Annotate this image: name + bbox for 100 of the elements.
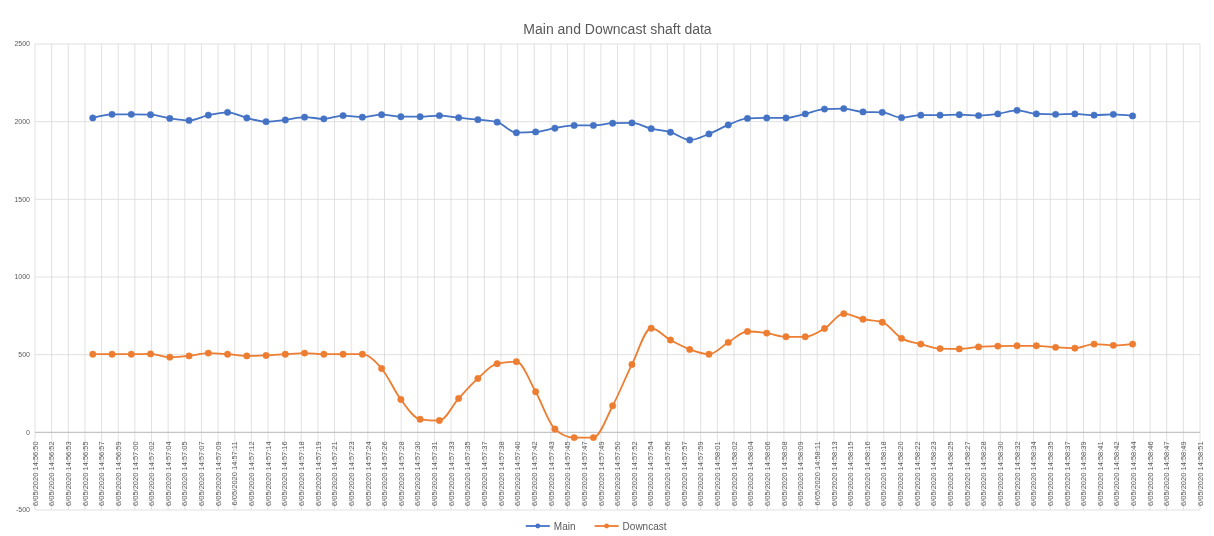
point [262,351,270,359]
point [416,415,424,423]
point [204,111,212,119]
point [667,336,674,344]
point [224,108,232,116]
point [185,116,193,124]
point [397,113,405,121]
point [455,114,463,122]
point [821,105,828,113]
point [1090,111,1098,119]
point [378,365,386,372]
point [339,112,347,120]
point [589,434,597,442]
point [994,110,1002,118]
point [551,425,559,433]
point [435,112,443,120]
point [647,125,655,133]
point [898,334,905,342]
point [551,124,559,132]
point [801,333,809,341]
point [147,350,154,358]
point [1109,110,1117,118]
point [127,110,135,118]
point [532,128,540,136]
point [859,315,867,323]
point [878,108,886,116]
point [994,342,1002,350]
point [917,111,925,119]
point [147,111,154,119]
point [1129,112,1137,120]
point [609,402,617,410]
point [840,105,848,113]
point [512,129,520,137]
point [243,114,251,122]
point [89,114,97,122]
point [108,110,116,118]
point [1071,110,1079,118]
point [898,114,905,122]
point [840,310,848,318]
point [320,115,328,123]
point [185,352,193,360]
point [281,116,289,124]
point [320,350,328,358]
legend-label: Main [553,520,576,532]
point [859,108,867,116]
point [1013,342,1021,350]
point [570,434,578,442]
point [108,350,116,358]
point [1032,110,1040,118]
point [493,118,501,126]
point [705,130,713,138]
point [763,114,771,122]
point [878,318,886,326]
point [1032,342,1040,350]
point [821,325,828,333]
point [955,345,963,353]
point [378,111,386,119]
point [801,110,809,118]
point [705,350,713,358]
point [339,350,347,358]
point [455,395,463,402]
point [204,349,212,357]
point [782,114,790,122]
point [1052,110,1060,118]
point [127,350,135,358]
point [416,113,424,121]
point [1052,343,1060,351]
point [975,343,982,351]
point [358,113,366,121]
point [686,136,694,144]
point [609,119,617,127]
point [1090,340,1098,348]
point [589,121,597,129]
point [975,112,982,120]
point [667,128,674,136]
point [166,114,174,122]
point [474,116,482,124]
point [397,396,405,404]
point [474,374,482,382]
point [724,121,732,129]
point [224,350,232,358]
point [243,352,251,360]
legend-label: Downcast [622,520,667,532]
point [1109,341,1117,349]
point [1071,344,1079,352]
point [917,340,925,348]
chart-title: Main and Downcast shaft data [523,21,712,37]
point [1013,106,1021,114]
point [686,345,694,353]
point [301,113,309,121]
point [628,119,636,127]
point [936,111,944,119]
point [744,114,751,122]
point [763,329,771,337]
point [647,324,655,332]
point [936,345,944,353]
point [724,338,732,346]
point [782,333,790,341]
point [435,417,443,424]
point [89,350,97,358]
